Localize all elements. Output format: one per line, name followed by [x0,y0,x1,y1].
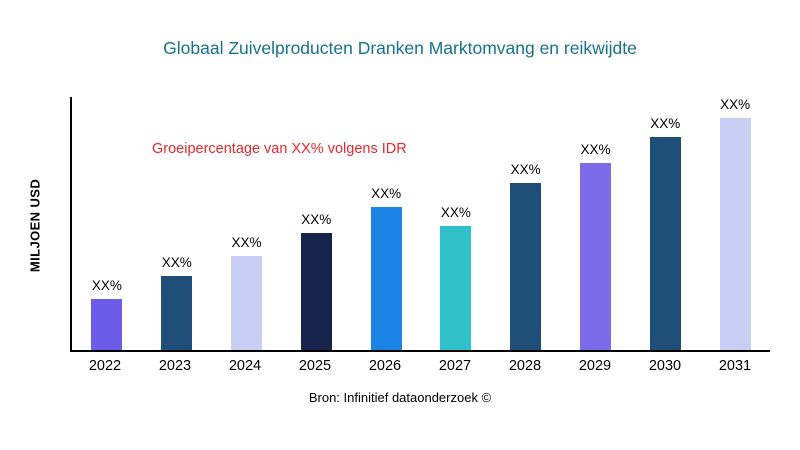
bar [579,162,611,350]
bar-slot: XX% [72,97,142,350]
chart-title: Globaal Zuivelproducten Dranken Marktomv… [163,38,637,58]
bar-slot: XX% [491,97,561,350]
bar-value-label: XX% [301,211,332,227]
x-axis-label: 2029 [578,358,612,374]
bar-value-label: XX% [161,255,192,271]
x-axis-label: 2023 [158,358,192,374]
bar-value-label: XX% [91,278,122,294]
x-axis-label: 2025 [298,358,332,374]
bar-slot: XX% [561,97,631,350]
bar [91,299,123,350]
plot-area: Groeipercentage van XX% volgens IDR XX% X… [70,97,770,352]
bar-value-label: XX% [650,116,681,132]
x-axis-labels: 2022 2023 2024 2025 2026 2027 2028 2029 2030 2031 [70,358,770,374]
bar-value-label: XX% [231,234,262,250]
bar [649,137,681,350]
x-axis-label: 2026 [368,358,402,374]
bar-value-label: XX% [440,204,471,220]
bar [300,232,332,350]
y-axis-label: MILJOEN USD [27,178,43,273]
bar [719,118,751,350]
bar [230,255,262,350]
bar [370,207,402,350]
bar-slot: XX% [351,97,421,350]
growth-annotation: Groeipercentage van XX% volgens IDR [152,141,407,157]
bar-slot: XX% [212,97,282,350]
x-axis-label: 2030 [648,358,682,374]
bar-slot: XX% [630,97,700,350]
x-axis-label: 2024 [228,358,262,374]
x-axis-label: 2028 [508,358,542,374]
bar-value-label: XX% [510,162,541,178]
x-axis-label: 2027 [438,358,472,374]
x-axis-label: 2031 [718,358,752,374]
bar-value-label: XX% [580,141,611,157]
x-axis-label: 2022 [88,358,122,374]
bar-slot: XX% [281,97,351,350]
bar-value-label: XX% [720,97,751,112]
bar-value-label: XX% [371,186,402,202]
bar-slot: XX% [142,97,212,350]
bars: XX% XX% XX% XX% XX% XX% XX% XX% XX% XX% [72,97,770,350]
bar-slot: XX% [700,97,770,350]
bar-slot: XX% [421,97,491,350]
bar [440,225,472,350]
bar [161,276,193,350]
source-caption: Bron: Infinitief dataonderzoek © [308,390,492,405]
bar [510,183,542,350]
